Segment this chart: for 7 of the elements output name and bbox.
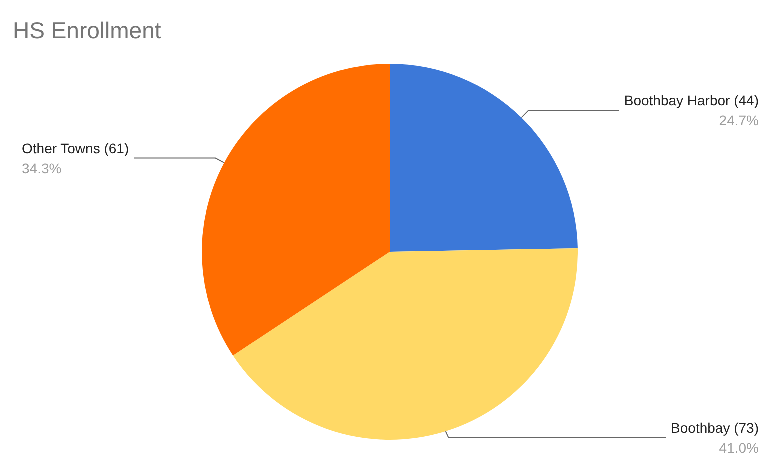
chart-title: HS Enrollment [13,18,162,44]
data-label: 34.3% [22,160,62,176]
slice-label: Other Towns (61) [22,140,130,156]
slice-label: Boothbay (73) [671,420,759,436]
data-label: 24.7% [719,112,759,129]
slice-label: Boothbay Harbor (44) [624,92,759,109]
data-label: 41.0% [719,440,759,456]
